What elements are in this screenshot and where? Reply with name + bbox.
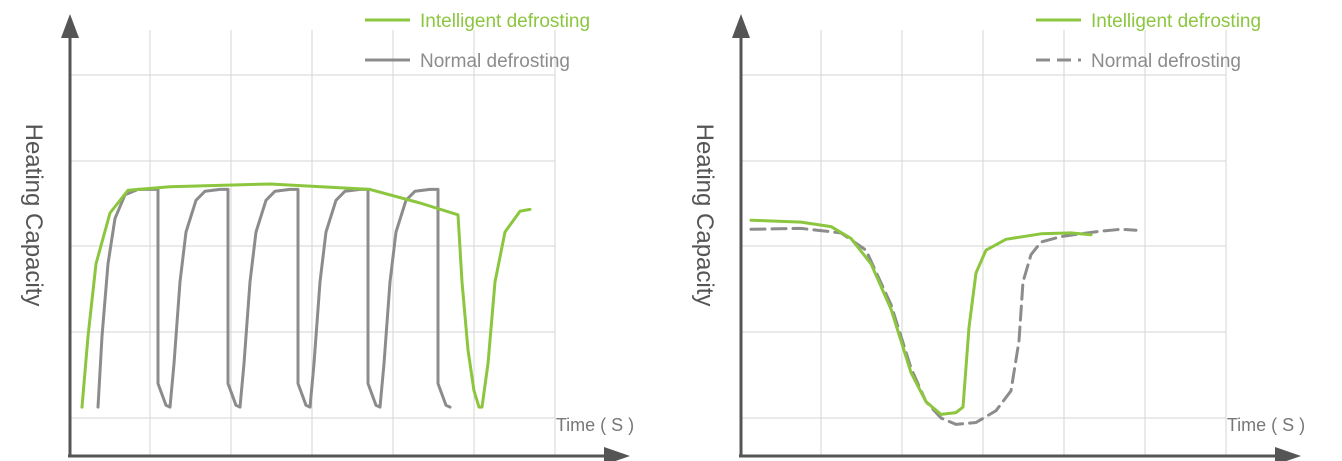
- grid: [70, 30, 556, 456]
- x-axis-label: Time ( S ): [1227, 415, 1305, 435]
- y-axis-arrow: [732, 14, 750, 38]
- legend-label-normal: Normal defrosting: [1091, 51, 1241, 72]
- series-line-normal: [96, 187, 452, 409]
- legend-label-normal: Normal defrosting: [420, 51, 570, 72]
- legend: Intelligent defrosting Normal defrosting: [365, 11, 590, 72]
- y-axis-label: Heating Capacity: [20, 124, 47, 307]
- legend-label-intelligent: Intelligent defrosting: [420, 11, 590, 32]
- grid: [741, 30, 1227, 456]
- legend-label-intelligent: Intelligent defrosting: [1091, 11, 1261, 32]
- x-axis-arrow: [1275, 447, 1301, 461]
- chart-svg: Heating Capacity Time ( S ) Intelligent de…: [20, 11, 634, 461]
- series-line-normal: [749, 226, 1138, 426]
- chart-right: Heating Capacity Time ( S ) Intelligent de…: [671, 0, 1342, 461]
- series-line-intelligent: [80, 182, 532, 409]
- x-axis-arrow: [604, 447, 630, 461]
- x-axis-label: Time ( S ): [556, 415, 634, 435]
- y-axis-label: Heating Capacity: [691, 124, 718, 307]
- chart-svg: Heating Capacity Time ( S ) Intelligent de…: [691, 11, 1305, 461]
- y-axis-arrow: [61, 14, 79, 38]
- chart-left: Heating Capacity Time ( S ) Intelligent de…: [20, 11, 634, 461]
- legend: Intelligent defrosting Normal defrosting: [1036, 11, 1261, 72]
- series-line-intelligent: [749, 218, 1093, 416]
